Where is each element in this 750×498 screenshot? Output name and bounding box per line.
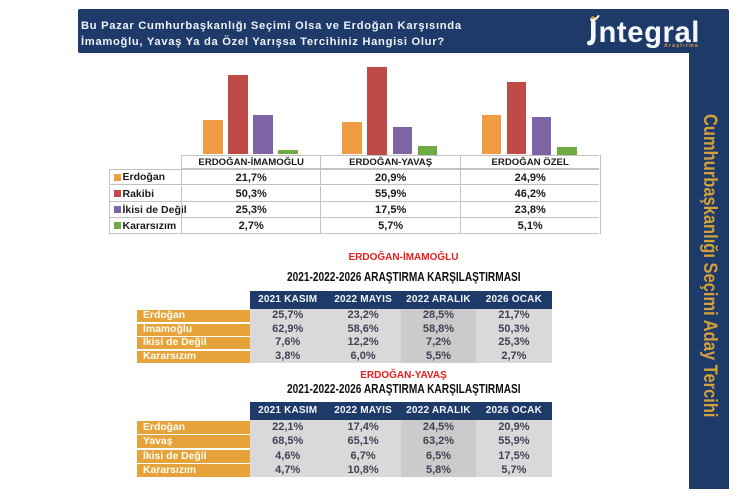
svg-text:Araştırma: Araştırma [664, 43, 699, 49]
svg-text:ntegral: ntegral [599, 17, 701, 49]
